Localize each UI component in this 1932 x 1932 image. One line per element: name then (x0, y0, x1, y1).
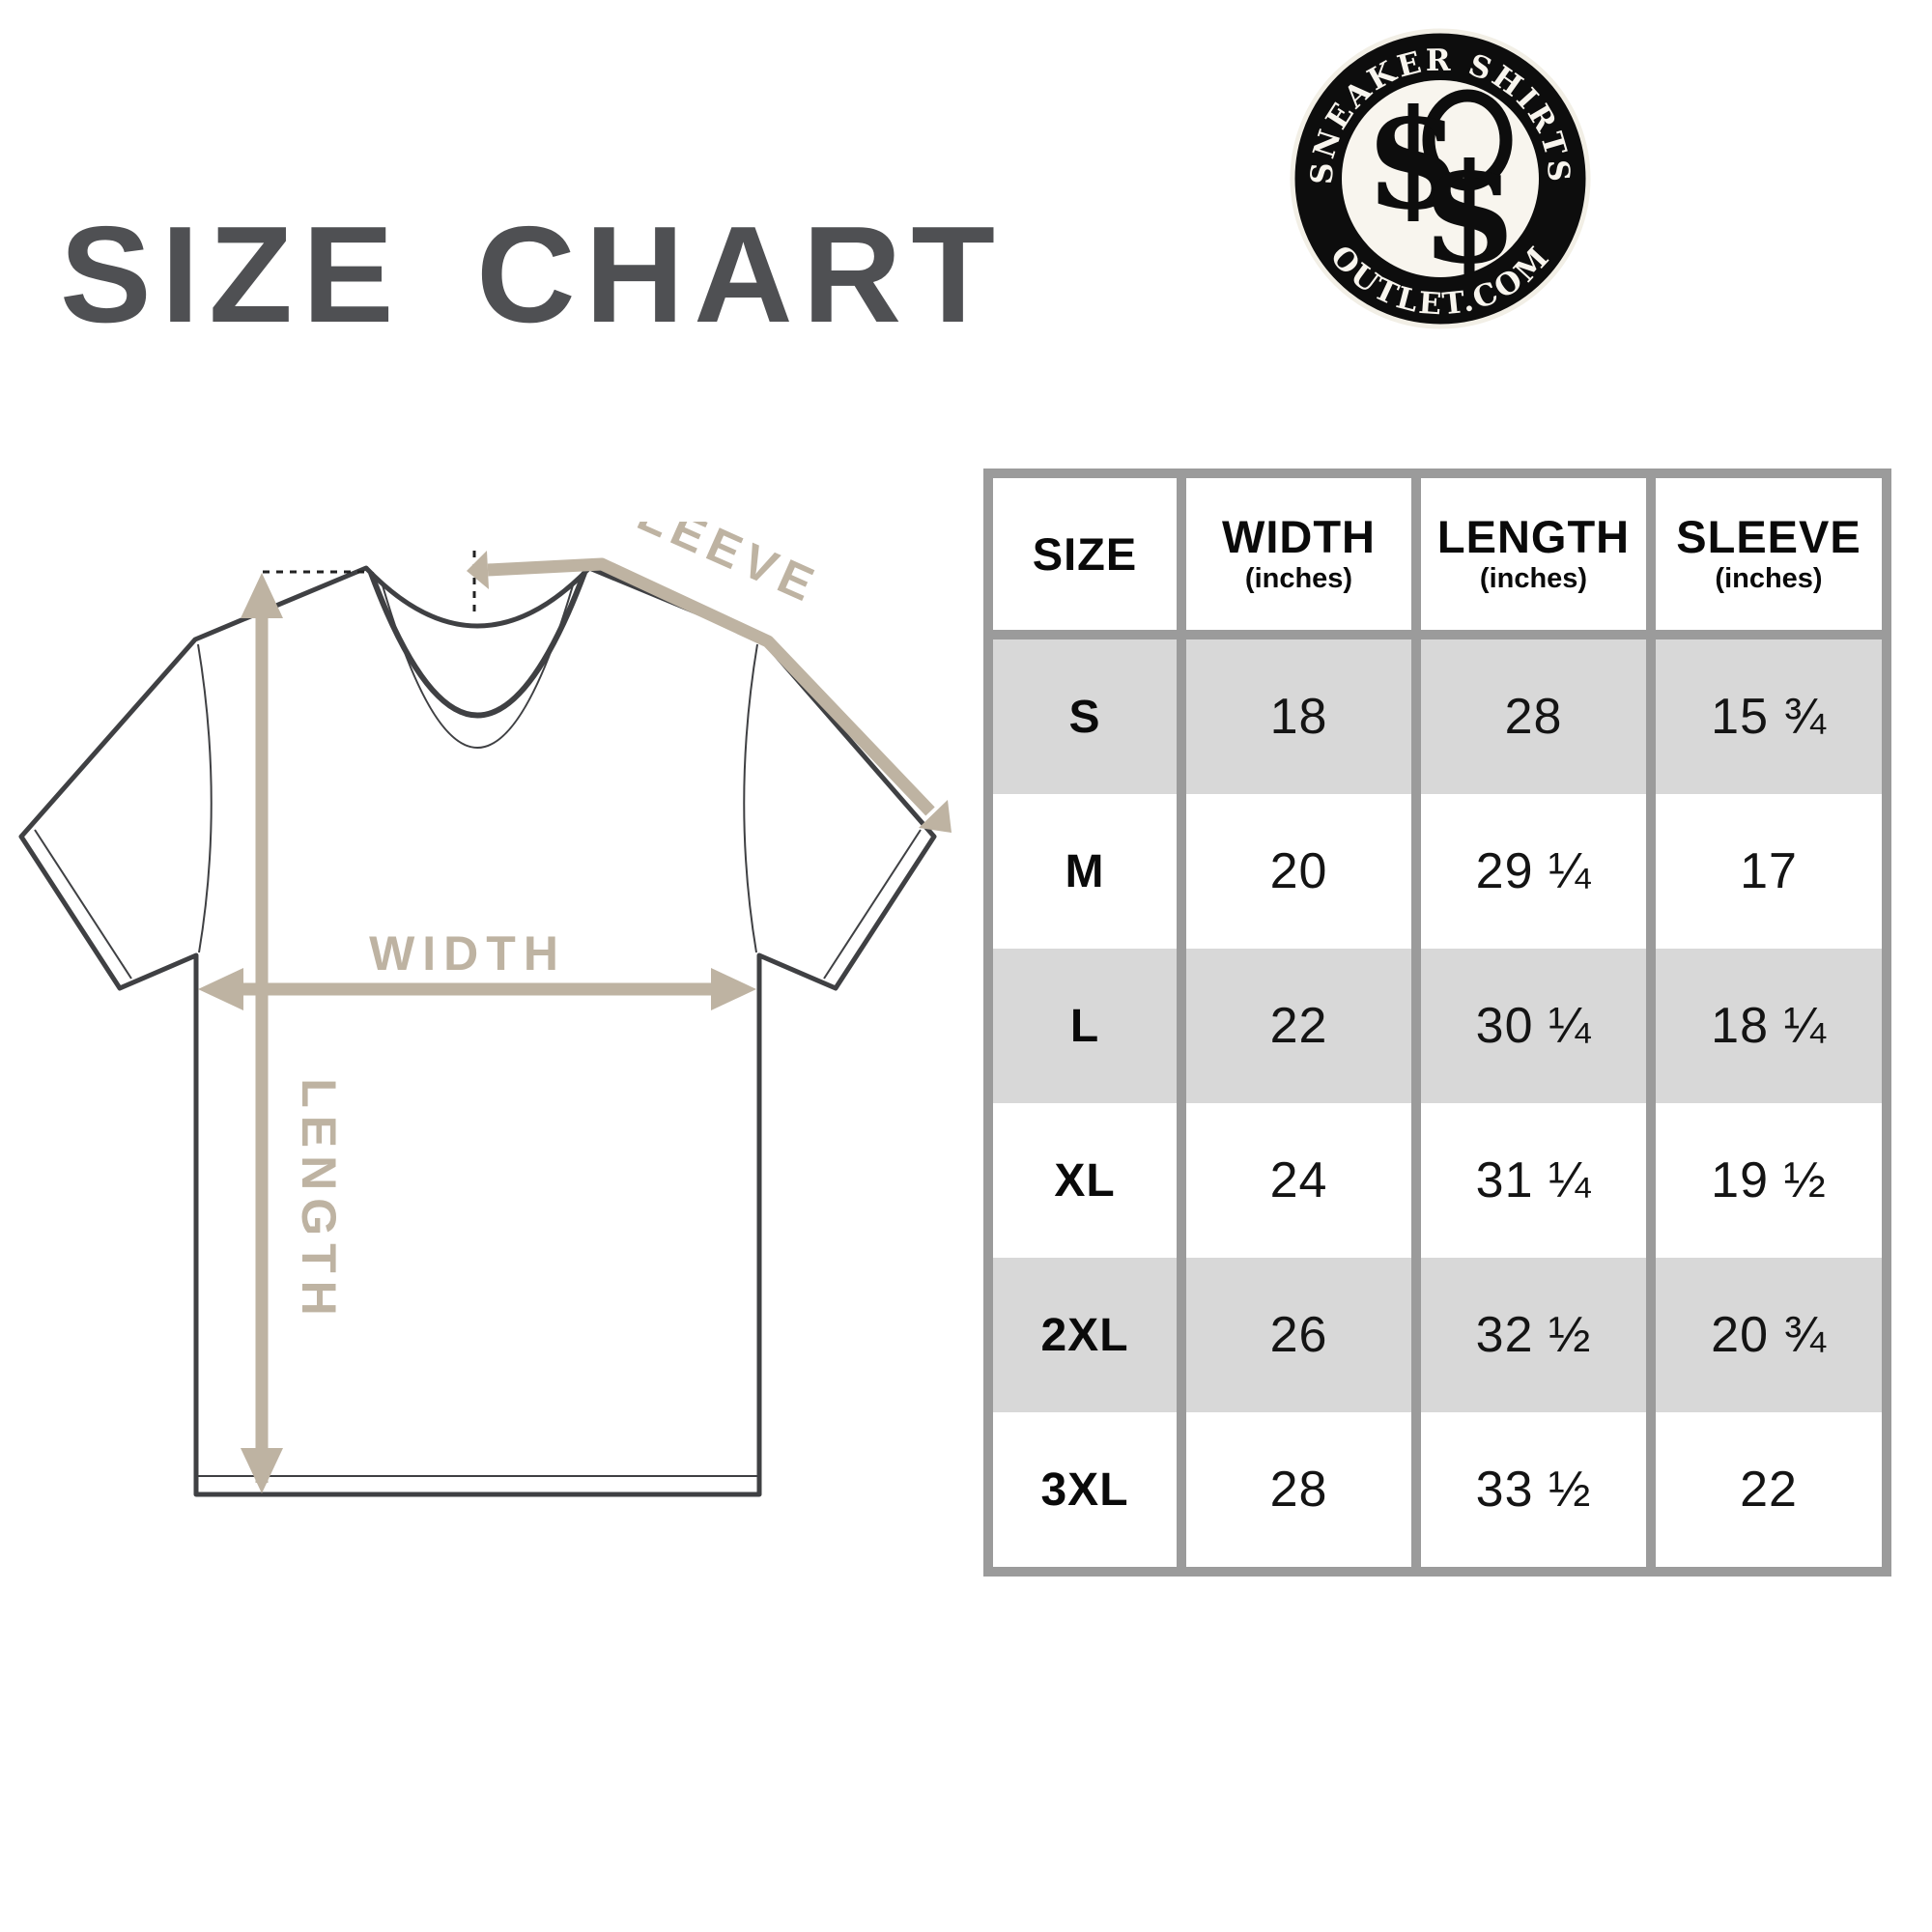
table-cell-width: 20 (1186, 794, 1411, 949)
table-cell-length: 28 (1421, 639, 1646, 794)
col-header-length: LENGTH (inches) (1421, 478, 1646, 639)
table-cell-length: 33 ½ (1421, 1412, 1646, 1567)
table-row-size: 3XL (993, 1412, 1177, 1567)
col-header-size: SIZE (993, 478, 1177, 639)
table-cell-sleeve: 20 ¾ (1656, 1258, 1882, 1412)
logo-ss-monogram-icon: S S (1369, 89, 1514, 292)
sleeve-arrow (467, 551, 952, 833)
brand-logo: SNEAKER SHIRTS OUTLET.COM S S (1290, 28, 1591, 329)
tshirt-measurement-diagram: WIDTH LENGTH SLEEVE (18, 522, 952, 1497)
table-row-size: L (993, 949, 1177, 1103)
length-label: LENGTH (292, 1078, 346, 1323)
table-cell-width: 26 (1186, 1258, 1411, 1412)
table-cell-sleeve: 22 (1656, 1412, 1882, 1567)
table-cell-length: 32 ½ (1421, 1258, 1646, 1412)
table-cell-sleeve: 18 ¼ (1656, 949, 1882, 1103)
table-cell-sleeve: 15 ¾ (1656, 639, 1882, 794)
table-cell-width: 24 (1186, 1103, 1411, 1258)
width-label: WIDTH (369, 926, 566, 980)
table-row-size: S (993, 639, 1177, 794)
table-cell-length: 30 ¼ (1421, 949, 1646, 1103)
col-header-width: WIDTH (inches) (1186, 478, 1411, 639)
table-cell-sleeve: 17 (1656, 794, 1882, 949)
table-cell-width: 28 (1186, 1412, 1411, 1567)
size-table: SIZE WIDTH (inches) LENGTH (inches) SLEE… (983, 469, 1891, 1577)
table-cell-length: 31 ¼ (1421, 1103, 1646, 1258)
table-row-size: 2XL (993, 1258, 1177, 1412)
tshirt-seams (34, 571, 922, 1477)
dotted-guides (263, 551, 476, 618)
width-arrow (198, 968, 756, 1010)
table-cell-width: 18 (1186, 639, 1411, 794)
table-row-size: XL (993, 1103, 1177, 1258)
length-arrow (241, 573, 283, 1493)
table-cell-length: 29 ¼ (1421, 794, 1646, 949)
table-cell-width: 22 (1186, 949, 1411, 1103)
table-row-size: M (993, 794, 1177, 949)
table-cell-sleeve: 19 ½ (1656, 1103, 1882, 1258)
tshirt-outline (18, 565, 937, 1497)
page-title: SIZE CHART (60, 198, 1005, 352)
col-header-sleeve: SLEEVE (inches) (1656, 478, 1882, 639)
